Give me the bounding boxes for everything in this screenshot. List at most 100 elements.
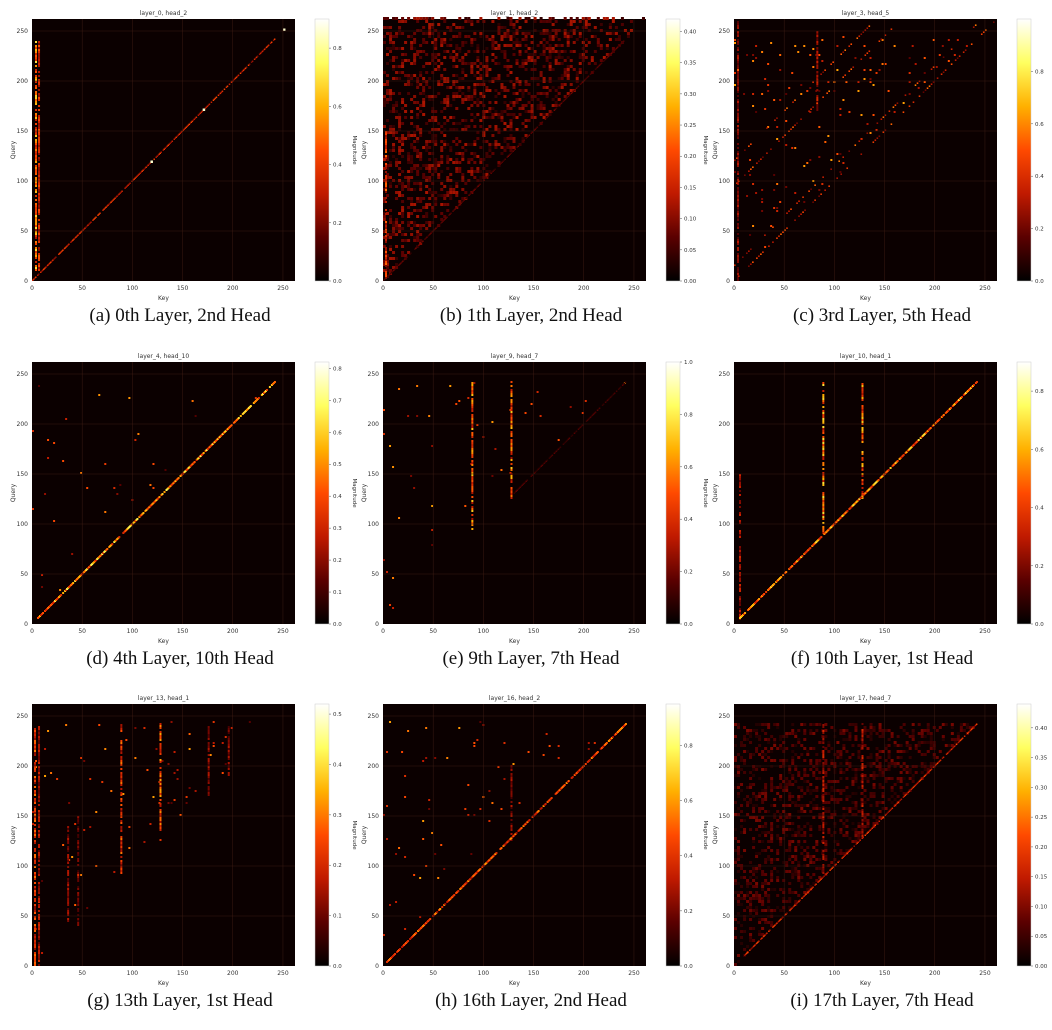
heatmap-cell [413, 236, 416, 239]
heatmap-cell [479, 179, 482, 182]
heatmap-cell [891, 123, 893, 125]
heatmap-cell [767, 906, 770, 909]
heatmap-cell [737, 137, 739, 139]
heatmap-cell [34, 740, 36, 742]
heatmap-cell [407, 176, 410, 179]
heatmap-cell [556, 108, 558, 110]
heatmap-cell [582, 17, 585, 20]
heatmap-cell [416, 224, 419, 227]
heatmap-cell [385, 261, 387, 263]
heatmap-cell [869, 25, 871, 27]
heatmap-cell [800, 852, 803, 855]
heatmap-cell [416, 86, 419, 89]
heatmap-cell [491, 116, 494, 119]
heatmap-cell [189, 733, 191, 735]
heatmap-cell [77, 904, 79, 906]
heatmap-cell [77, 922, 79, 924]
heatmap-cell [510, 789, 512, 791]
heatmap-cell [125, 739, 127, 741]
heatmap-cell [35, 71, 37, 73]
heatmap-cell [383, 17, 386, 20]
heatmap-cell [476, 131, 479, 134]
heatmap-cell [965, 49, 967, 51]
heatmap-cell [943, 56, 945, 58]
heatmap-cell [737, 35, 739, 37]
heatmap-cell [500, 469, 502, 471]
heatmap-cell [842, 162, 844, 164]
heatmap-cell [470, 65, 473, 68]
heatmap-cell [89, 826, 91, 828]
heatmap-cell [416, 116, 419, 119]
x-tick-label: 150 [528, 970, 540, 977]
heatmap-cell [948, 60, 950, 62]
heatmap-cell [67, 834, 69, 836]
heatmap-cell [410, 212, 413, 215]
heatmap-cell [822, 440, 824, 442]
heatmap-cell [35, 225, 37, 227]
heatmap-cell [386, 62, 389, 65]
heatmap-cell [546, 41, 549, 44]
heatmap-cell [67, 842, 69, 844]
heatmap-cell [539, 125, 541, 127]
heatmap-cell [585, 44, 588, 47]
heatmap-cell [434, 56, 437, 59]
heatmap-cell [822, 454, 824, 456]
heatmap-cell [38, 229, 40, 231]
heatmap-cell [883, 131, 885, 133]
heatmap-cell [476, 101, 479, 104]
heatmap-cell [776, 894, 779, 897]
heatmap-cell [494, 41, 497, 44]
heatmap-cell [385, 213, 387, 215]
heatmap-cell [737, 173, 739, 175]
heatmap-cell [410, 176, 413, 179]
heatmap-cell [180, 814, 182, 816]
heatmap-cell [67, 830, 69, 832]
heatmap-cell [120, 750, 122, 752]
heatmap-cell [152, 796, 154, 798]
heatmap-cell [34, 862, 36, 864]
y-tick-label: 50 [20, 913, 28, 920]
heatmap-cell [876, 72, 878, 74]
heatmap-cell [588, 29, 591, 32]
heatmap-cell [77, 846, 79, 848]
heatmap-cell [770, 915, 773, 918]
heatmap-cell [816, 47, 818, 49]
heatmap-cell [582, 41, 585, 44]
heatmap-cell [471, 446, 473, 448]
heatmap-cell [38, 185, 40, 187]
heatmap-cell [471, 500, 473, 502]
heatmap-cell [879, 40, 881, 42]
heatmap-cell [385, 179, 387, 181]
heatmap-cell [746, 879, 749, 882]
heatmap-cell [737, 921, 740, 924]
heatmap-cell [195, 415, 197, 417]
heatmap-cell [794, 147, 796, 149]
heatmap-cell [38, 772, 40, 774]
heatmap-cell [443, 197, 446, 200]
heatmap-cell [479, 125, 482, 128]
heatmap-cell [452, 59, 455, 62]
heatmap-cell [38, 257, 40, 259]
heatmap-cell [464, 98, 467, 101]
heatmap-cell [440, 844, 442, 846]
heatmap-cell [824, 840, 827, 843]
heatmap-cell [407, 185, 410, 188]
heatmap-cell [471, 400, 473, 402]
heatmap-cell [786, 107, 788, 109]
heatmap-cell [770, 876, 773, 879]
heatmap-cell [573, 50, 576, 53]
heatmap-cell [471, 486, 473, 488]
heatmap-cell [737, 195, 739, 197]
heatmap-cell [422, 760, 424, 762]
heatmap-cell [395, 77, 398, 80]
colorbar-tick-label: 0.0 [684, 622, 693, 628]
heatmap-cell [174, 799, 176, 801]
heatmap-cell [555, 101, 558, 104]
heatmap-cell [419, 83, 422, 86]
colorbar-tick-label: 0.4 [684, 854, 693, 860]
heatmap-cell [34, 762, 36, 764]
y-tick-label: 50 [20, 571, 28, 578]
heatmap-cell [441, 906, 443, 908]
heatmap-cell [794, 124, 796, 126]
heatmap-cell [764, 918, 767, 921]
